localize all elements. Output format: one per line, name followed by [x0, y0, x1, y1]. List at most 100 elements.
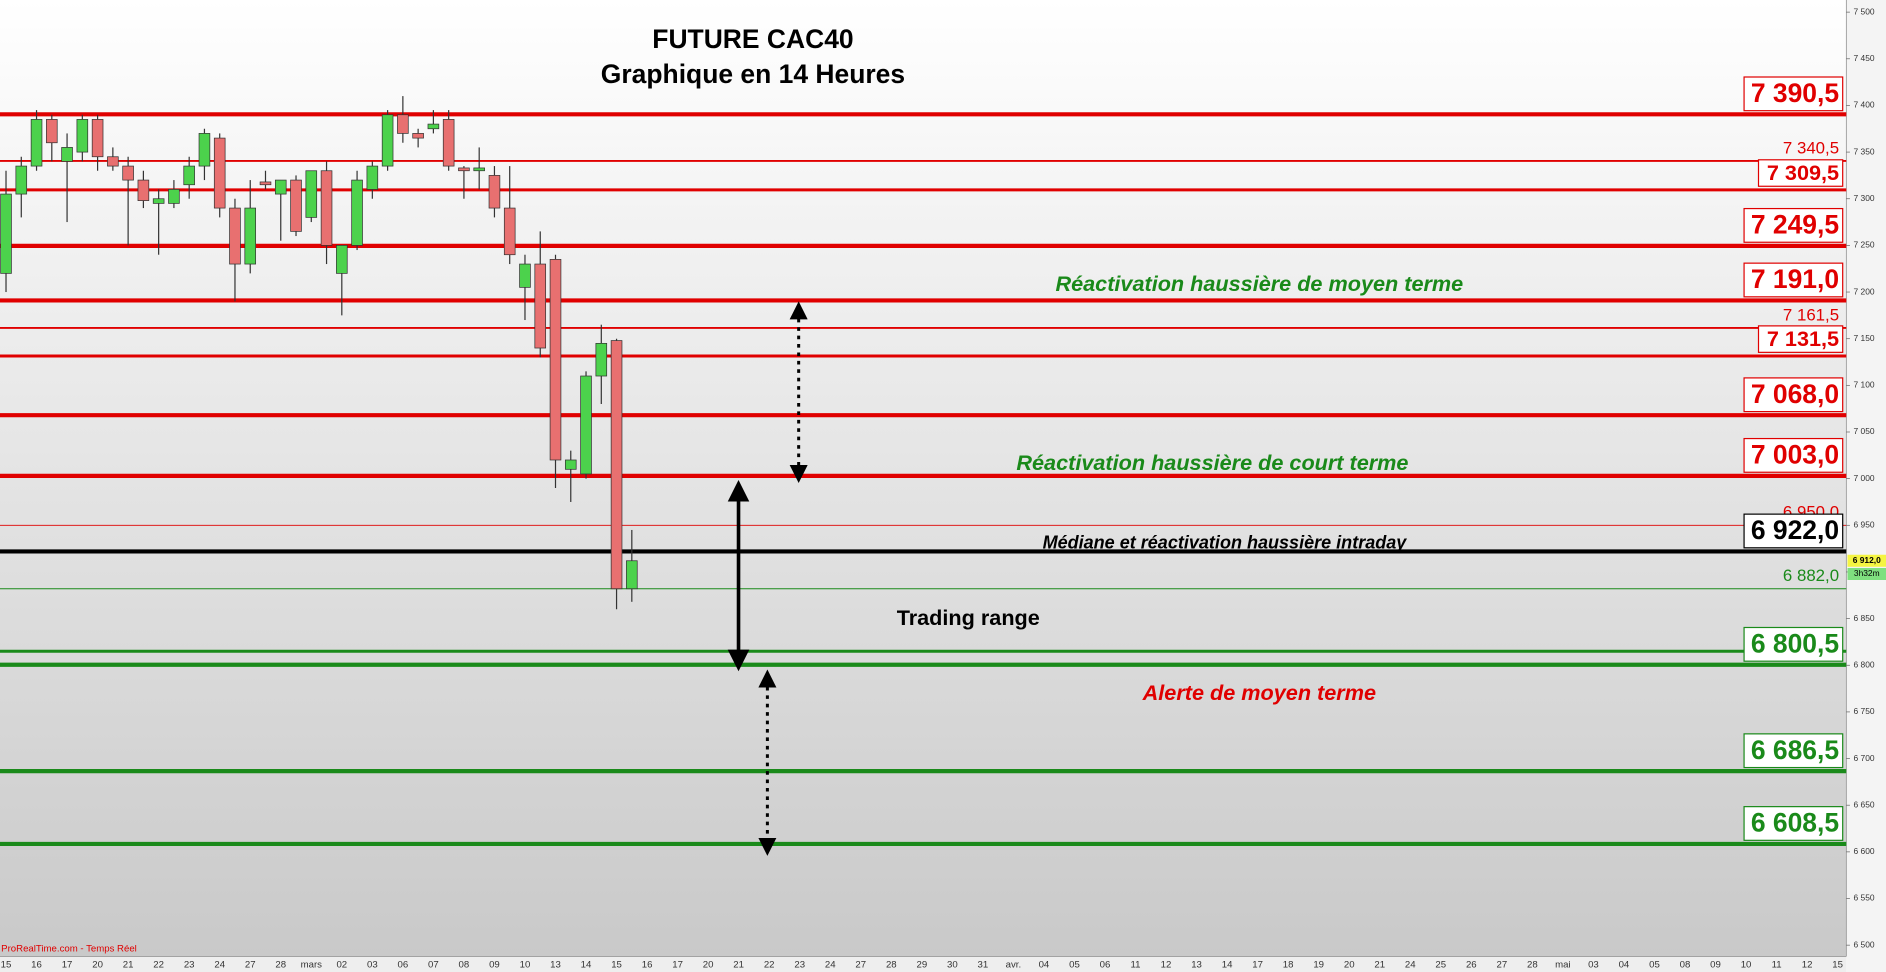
y-tick-label: 6 550: [1854, 893, 1875, 903]
y-tick-label: 6 700: [1854, 753, 1875, 763]
y-tick-label: 6 500: [1854, 939, 1875, 949]
x-tick-label: 14: [581, 959, 592, 970]
candle-body: [244, 207, 257, 265]
x-tick-label: 17: [672, 959, 683, 970]
level-label: 6 922,0: [1751, 515, 1839, 545]
x-tick-label: 30: [947, 959, 958, 970]
y-tick-label: 7 200: [1854, 286, 1875, 296]
x-tick-label: mai: [1555, 959, 1570, 970]
candle-body: [534, 263, 547, 349]
x-tick-label: 15: [1832, 959, 1843, 970]
candle-body: [30, 119, 43, 167]
source: ProRealTime.com - Temps Réel: [1, 944, 137, 955]
y-tick-label: 7 400: [1854, 100, 1875, 110]
candles: [0, 96, 638, 610]
x-tick-label: 24: [214, 959, 225, 970]
y-tick-label: 7 100: [1854, 380, 1875, 390]
candle-body: [595, 342, 608, 377]
x-tick-label: 08: [459, 959, 470, 970]
x-tick-label: 04: [1039, 959, 1050, 970]
y-tick-label: 7 500: [1854, 6, 1875, 16]
x-tick-label: 28: [886, 959, 897, 970]
candle-body: [107, 156, 119, 167]
level-label-box: [1757, 159, 1844, 187]
y-tick-label: 6 950: [1854, 520, 1875, 530]
levels: 7 390,5 7 340,5 7 309,5 7 249,5 7 191,0 7 161…: [0, 76, 1847, 847]
candle-body: [351, 179, 363, 246]
x-tick-label: 12: [1802, 959, 1813, 970]
x-tick-label: 02: [336, 959, 347, 970]
candle-body: [549, 259, 562, 461]
x-tick-label: 18: [1283, 959, 1294, 970]
candle-body: [91, 119, 104, 158]
candle-body: [152, 198, 165, 204]
y-tick-label: 7 250: [1854, 240, 1875, 250]
x-tick-label: 29: [916, 959, 927, 970]
y-tick-label: 6 650: [1854, 799, 1875, 809]
level-label: 7 003,0: [1751, 440, 1839, 470]
candle-body: [458, 167, 470, 172]
candle-body: [519, 263, 531, 288]
annotation: Alerte de moyen terme: [1142, 680, 1376, 705]
y-tick-label: 6 750: [1854, 706, 1875, 716]
x-tick-label: 16: [642, 959, 653, 970]
x-tick-label: 28: [275, 959, 286, 970]
x-tick-label: 07: [428, 959, 439, 970]
level-label-box: [1743, 733, 1844, 769]
chart-title: FUTURE CAC40: [652, 24, 853, 54]
x-tick-label: 17: [62, 959, 73, 970]
x-tick-label: 11: [1772, 959, 1782, 970]
x-tick-label: 09: [489, 959, 500, 970]
level-label: 7 161,5: [1783, 305, 1839, 324]
candle-body: [61, 147, 73, 162]
x-tick-label: 23: [184, 959, 195, 970]
candle-body: [15, 165, 28, 195]
annotation: Réactivation haussière de court terme: [1016, 450, 1408, 475]
x-tick-label: 24: [1405, 959, 1416, 970]
x-tick-label: 05: [1649, 959, 1660, 970]
x-tick-label: 15: [1, 959, 12, 970]
candle-body: [503, 207, 516, 256]
x-tick-label: 27: [245, 959, 256, 970]
level-label-box: [1743, 76, 1844, 112]
x-tick-label: 21: [123, 959, 134, 970]
candle-body: [198, 133, 211, 167]
x-tick-label: 09: [1710, 959, 1721, 970]
plot-background: [0, 0, 1847, 957]
candle-body: [427, 123, 440, 130]
x-tick-label: 22: [764, 959, 775, 970]
x-tick-label: 06: [1100, 959, 1111, 970]
candle-body: [122, 165, 134, 181]
annotation: Médiane et réactivation haussière intrad…: [1043, 533, 1408, 553]
y-tick-label: 7 150: [1854, 333, 1875, 343]
x-tick-label: 27: [855, 959, 866, 970]
x-tick-label: 25: [1435, 959, 1446, 970]
x-tick-label: 20: [1344, 959, 1355, 970]
chart-subtitle: Graphique en 14 Heures: [601, 59, 905, 89]
x-tick-label: 20: [703, 959, 714, 970]
candle-body: [137, 179, 150, 201]
y-tick-label: 7 450: [1854, 53, 1875, 63]
candle-body: [473, 167, 485, 172]
candle-body: [290, 179, 302, 232]
y-tick-label: 6 850: [1854, 613, 1875, 623]
x-tick-label: 22: [153, 959, 164, 970]
level-label: 6 882,0: [1783, 566, 1839, 585]
timer-tag: [1847, 567, 1886, 581]
level-label: 7 068,0: [1751, 379, 1839, 409]
level-label-box: [1743, 207, 1844, 243]
level-label-box: [1743, 262, 1844, 298]
level-label: 6 800,5: [1751, 629, 1839, 659]
timer-label: 3h32m: [1854, 568, 1880, 578]
x-tick-label: 10: [520, 959, 531, 970]
y-tick-label: 7 000: [1854, 473, 1875, 483]
level-label-box: [1743, 377, 1844, 413]
level-label: 7 309,5: [1767, 160, 1839, 185]
annotation: Réactivation haussière de moyen terme: [1055, 271, 1463, 296]
arrows: [727, 301, 808, 856]
level-label: 7 191,0: [1751, 264, 1839, 294]
y-tick-label: 7 300: [1854, 193, 1875, 203]
x-tick-label: 16: [31, 959, 42, 970]
level-label: 6 608,5: [1751, 808, 1839, 838]
